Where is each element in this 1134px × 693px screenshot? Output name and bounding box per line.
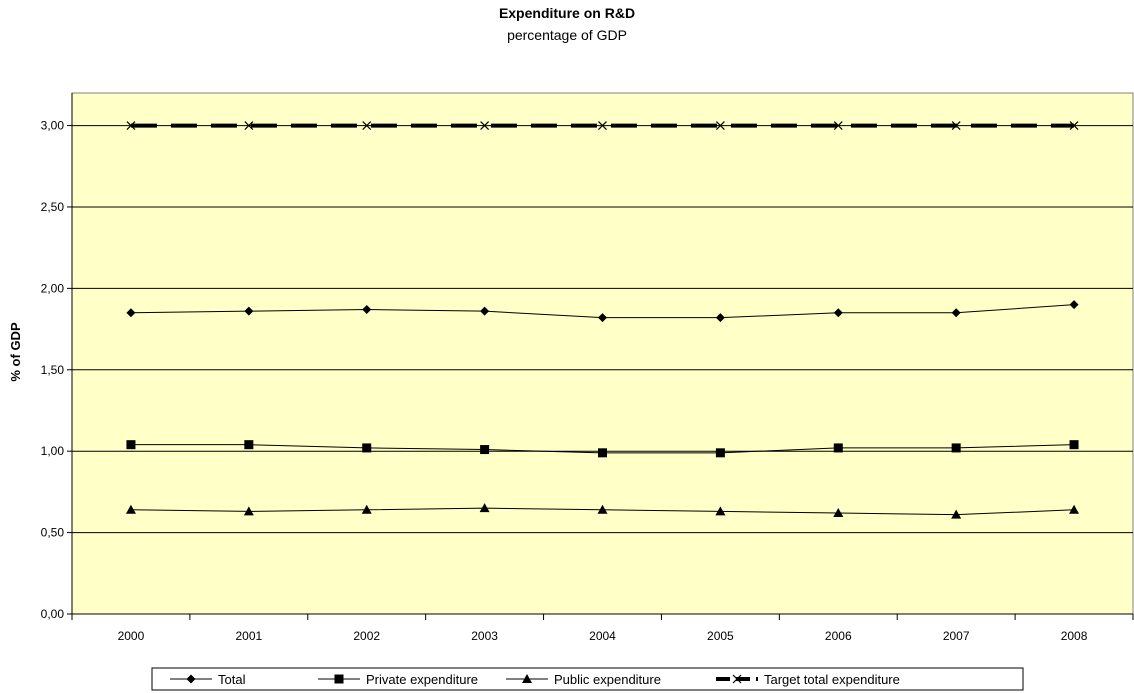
x-tick-label: 2003 bbox=[471, 629, 498, 643]
data-point bbox=[126, 121, 136, 130]
data-point bbox=[1069, 504, 1080, 514]
data-point bbox=[833, 508, 844, 518]
y-tick-label: 2,00 bbox=[41, 281, 65, 295]
data-point bbox=[361, 504, 372, 514]
x-marker-stroke bbox=[126, 121, 136, 130]
data-point bbox=[715, 448, 725, 458]
data-point bbox=[480, 306, 490, 316]
x-tick-label: 2006 bbox=[825, 629, 852, 643]
data-point bbox=[125, 504, 136, 514]
data-point bbox=[833, 308, 843, 318]
x-tick-label: 2004 bbox=[589, 629, 616, 643]
chart-subtitle: percentage of GDP bbox=[507, 27, 627, 43]
data-point bbox=[362, 443, 372, 453]
x-marker-stroke bbox=[951, 121, 961, 130]
x-marker-stroke bbox=[480, 121, 490, 130]
data-point bbox=[951, 121, 961, 130]
data-point bbox=[598, 448, 607, 458]
data-point bbox=[598, 121, 607, 130]
legend-marker bbox=[522, 674, 532, 683]
data-point bbox=[479, 503, 490, 513]
legend-marker bbox=[334, 674, 344, 684]
data-point bbox=[1069, 440, 1079, 450]
plot-background bbox=[71, 92, 1134, 615]
data-point bbox=[243, 506, 254, 516]
x-tick-label: 2000 bbox=[118, 629, 145, 643]
data-point bbox=[126, 440, 136, 450]
data-point bbox=[951, 443, 961, 453]
x-tick-label: 2001 bbox=[235, 629, 262, 643]
x-tick-label: 2008 bbox=[1061, 629, 1088, 643]
y-tick-label: 1,00 bbox=[41, 444, 65, 458]
data-point bbox=[951, 308, 961, 318]
x-marker-stroke bbox=[598, 121, 607, 130]
y-tick-label: 1,50 bbox=[41, 363, 65, 377]
data-point bbox=[715, 506, 726, 516]
x-marker-stroke bbox=[362, 121, 372, 130]
y-axis-label: % of GDP bbox=[8, 322, 23, 382]
data-point bbox=[244, 306, 254, 316]
y-tick-label: 0,00 bbox=[41, 607, 65, 621]
data-point bbox=[597, 504, 608, 514]
legend-label: Public expenditure bbox=[554, 672, 661, 687]
legend: Total Private expenditure Public expenditu… bbox=[151, 667, 1024, 691]
x-marker-stroke bbox=[715, 121, 725, 130]
data-point bbox=[244, 121, 254, 130]
x-tick-label: 2002 bbox=[353, 629, 380, 643]
data-point bbox=[362, 121, 372, 130]
x-marker-stroke bbox=[1069, 121, 1079, 130]
y-tick-label: 3,00 bbox=[41, 119, 65, 133]
x-marker-stroke bbox=[833, 121, 843, 130]
x-tick-label: 2005 bbox=[707, 629, 734, 643]
data-point bbox=[480, 121, 490, 130]
legend-box bbox=[151, 667, 1024, 691]
data-point bbox=[1069, 121, 1079, 130]
data-point bbox=[715, 313, 725, 323]
y-tick-label: 0,50 bbox=[41, 526, 65, 540]
data-point bbox=[362, 305, 372, 315]
data-point bbox=[951, 509, 962, 519]
data-point bbox=[833, 443, 843, 453]
chart-title: Expenditure on R&D bbox=[499, 5, 635, 21]
data-point bbox=[598, 313, 607, 323]
legend-marker bbox=[732, 674, 742, 684]
x-marker-stroke bbox=[732, 674, 742, 684]
data-point bbox=[244, 440, 254, 450]
y-tick-label: 2,50 bbox=[41, 200, 65, 214]
legend-label: Private expenditure bbox=[366, 672, 478, 687]
data-point bbox=[126, 308, 136, 318]
data-point bbox=[480, 445, 490, 455]
legend-label: Target total expenditure bbox=[764, 672, 900, 687]
plot-area: 0,00 0,50 1,00 1,50 2,00 2,50 3,00 2000 2001 2002… bbox=[41, 92, 1134, 643]
data-point bbox=[1069, 300, 1079, 310]
x-tick-label: 2007 bbox=[943, 629, 970, 643]
data-point bbox=[715, 121, 725, 130]
data-point bbox=[833, 121, 843, 130]
x-marker-stroke bbox=[244, 121, 254, 130]
legend-label: Total bbox=[218, 672, 246, 687]
legend-marker bbox=[186, 674, 196, 684]
